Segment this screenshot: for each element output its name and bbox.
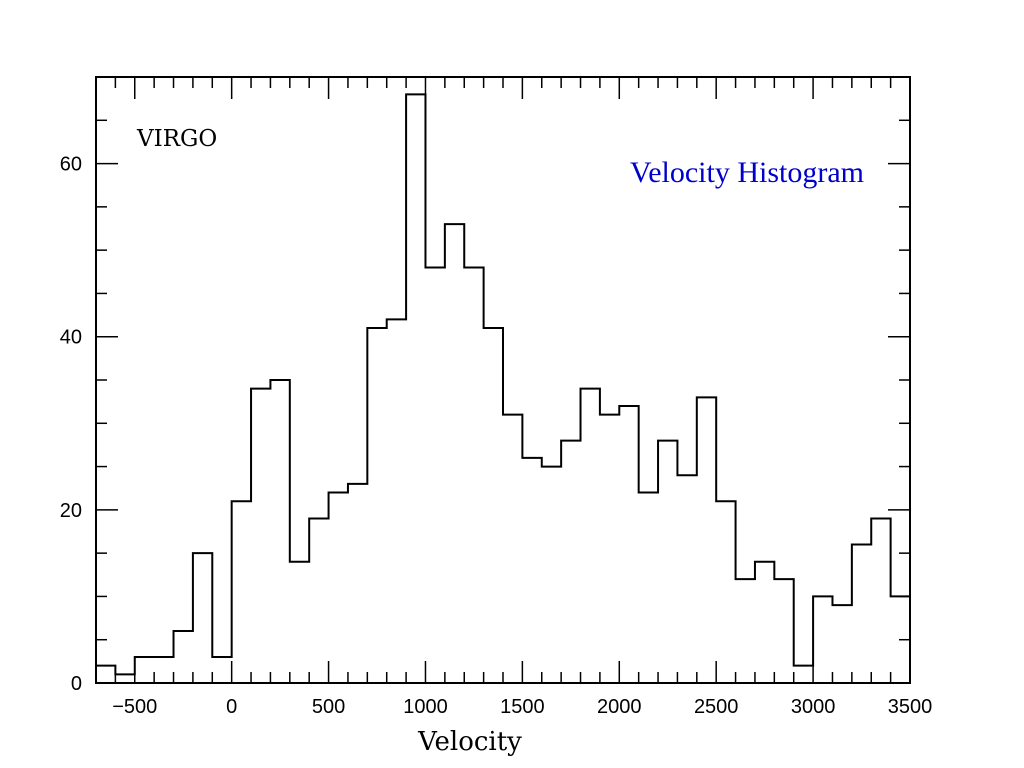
annotation-virgo: VIRGO: [136, 126, 217, 152]
x-tick-labels: −500 0 500 1000 1500 2000 2500 3000 3500: [112, 696, 932, 718]
x-tick-label: 1500: [500, 696, 545, 718]
x-axis-title: Velocity: [417, 727, 522, 757]
y-tick-label: 20: [60, 500, 82, 522]
x-tick-label: 3500: [888, 696, 933, 718]
axis-ticks: [95, 76, 911, 684]
plot-frame: [95, 76, 911, 684]
chart-title: Velocity Histogram: [630, 156, 864, 189]
y-tick-labels: 0 20 40 60: [60, 154, 82, 695]
y-tick-label: 40: [60, 327, 82, 349]
x-tick-label: 1000: [403, 696, 448, 718]
x-tick-label: 500: [312, 696, 345, 718]
y-tick-label: 0: [71, 673, 82, 695]
y-tick-label: 60: [60, 154, 82, 176]
x-tick-label: 3000: [791, 696, 836, 718]
x-tick-label: −500: [112, 696, 157, 718]
x-tick-label: 2500: [694, 696, 739, 718]
histogram-outline: [96, 93, 910, 676]
x-tick-label: 2000: [597, 696, 642, 718]
x-tick-label: 0: [226, 696, 237, 718]
